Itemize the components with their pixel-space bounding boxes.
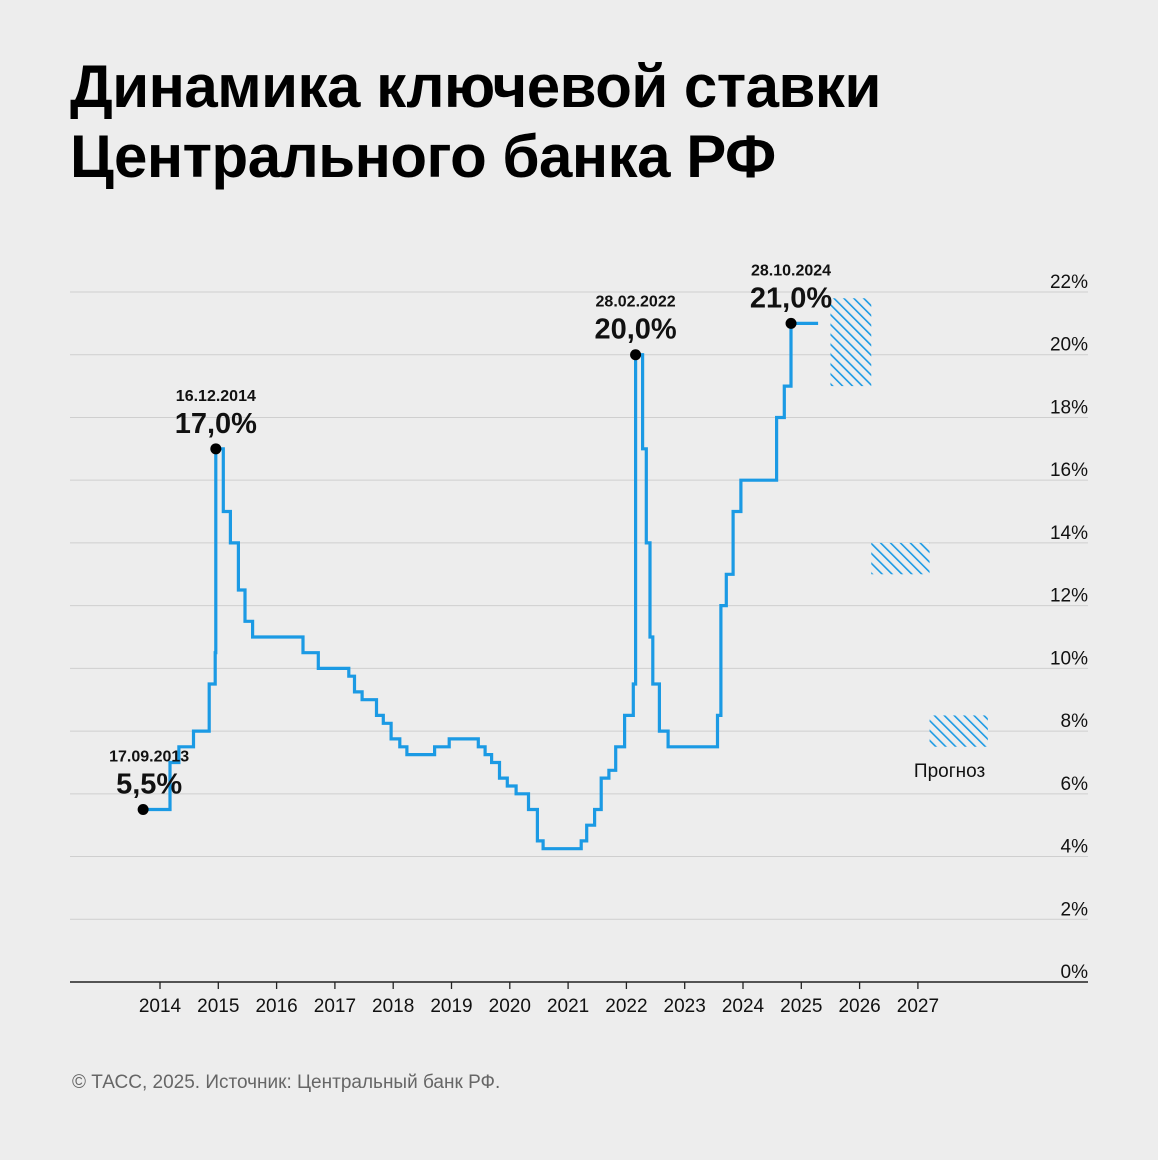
annotation-dot (210, 443, 222, 455)
y-tick-label: 0% (1061, 962, 1089, 983)
annotation-dot (785, 317, 797, 329)
annotation-value: 21,0% (750, 282, 832, 314)
y-tick-label: 10% (1050, 648, 1088, 669)
x-tick-label: 2014 (139, 996, 182, 1017)
x-tick-label: 2025 (780, 996, 822, 1017)
y-tick-label: 8% (1061, 711, 1089, 732)
y-tick-label: 18% (1050, 397, 1088, 418)
annotation-value: 17,0% (175, 408, 257, 440)
y-tick-label: 16% (1050, 460, 1088, 481)
annotation-value: 20,0% (594, 314, 676, 346)
grid (70, 291, 1088, 920)
x-tick-label: 2015 (197, 996, 239, 1017)
forecast-range (871, 542, 930, 575)
annotation-date: 16.12.2014 (176, 388, 256, 405)
y-tick-label: 22% (1050, 272, 1088, 293)
y-tick-label: 6% (1061, 774, 1089, 795)
y-tick-label: 14% (1050, 523, 1088, 544)
x-axis: 2014 2015 2016 2017 2018 2019 2020 2021 2022 2023… (70, 981, 1088, 1017)
y-tick-label: 12% (1050, 586, 1088, 607)
annotation-date: 28.10.2024 (751, 262, 831, 279)
x-tick-label: 2018 (372, 996, 414, 1017)
page-title: Динамика ключевой ставки Центрального ба… (70, 52, 1110, 192)
source-note: © ТАСС, 2025. Источник: Центральный банк… (72, 1072, 501, 1093)
x-tick-label: 2016 (255, 996, 297, 1017)
annotation-value: 5,5% (116, 769, 182, 801)
x-tick-label: 2019 (430, 996, 472, 1017)
x-tick-label: 2026 (838, 996, 880, 1017)
x-tick-label: 2017 (314, 996, 356, 1017)
y-tick-label: 2% (1061, 899, 1089, 920)
x-tick-label: 2023 (664, 996, 706, 1017)
x-tick-label: 2027 (897, 996, 939, 1017)
title-line-2: Центрального банка РФ (70, 123, 776, 190)
y-tick-label: 20% (1050, 335, 1088, 356)
annotation-date: 17.09.2013 (109, 749, 189, 766)
rate-line (143, 321, 819, 851)
x-tick-label: 2022 (605, 996, 647, 1017)
x-tick-label: 2020 (489, 996, 531, 1017)
forecast-range (830, 298, 872, 387)
x-tick-label: 2021 (547, 996, 589, 1017)
x-tick-label: 2024 (722, 996, 765, 1017)
forecast-area: Прогноз (830, 298, 988, 782)
annotation-dot (137, 804, 149, 815)
y-tick-label: 4% (1061, 837, 1089, 858)
forecast-label: Прогноз (914, 761, 985, 782)
annotations: 17.09.2013 5,5% 16.12.2014 17,0% 28.02.2022 2… (109, 262, 832, 815)
title-line-1: Динамика ключевой ставки (70, 53, 881, 120)
annotation-date: 28.02.2022 (596, 294, 676, 311)
y-axis-labels: 0% 2% 4% 6% 8% 10% 12% 14% 16% 18% 20% 22% (1050, 272, 1088, 983)
annotation-dot (630, 349, 642, 361)
series-layer (143, 321, 819, 851)
forecast-range (929, 715, 988, 747)
